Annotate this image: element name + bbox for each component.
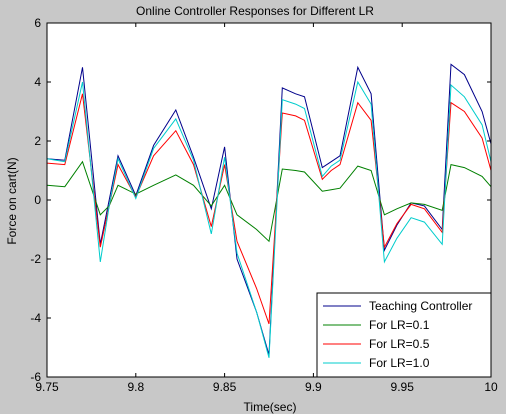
y-tick-label: 2 xyxy=(34,134,41,148)
legend-label-2: For LR=0.1 xyxy=(369,318,430,332)
series-line-2 xyxy=(46,160,492,243)
series-line-3 xyxy=(46,93,492,325)
series-line-4 xyxy=(46,80,492,358)
y-tick-label: -6 xyxy=(30,370,41,384)
ticks-layer: 9.75 9.8 9.85 9.9 9.95 10 -6 -4 -2 0 2 4 6 xyxy=(30,16,498,394)
chart-title: Online Controller Responses for Differen… xyxy=(136,4,374,18)
y-tick-label: -4 xyxy=(30,311,41,325)
legend: Teaching Controller For LR=0.1 For LR=0.5 F… xyxy=(316,292,492,378)
y-tick-label: 0 xyxy=(34,193,41,207)
x-tick-label: 9.95 xyxy=(391,380,415,394)
series-layer xyxy=(46,63,492,358)
legend-label-3: For LR=0.5 xyxy=(369,337,430,351)
y-tick-label: -2 xyxy=(30,252,41,266)
x-tick-label: 9.9 xyxy=(305,380,322,394)
x-tick-label: 9.75 xyxy=(35,380,59,394)
y-tick-label: 4 xyxy=(34,75,41,89)
series-line-1 xyxy=(46,63,492,356)
legend-label-4: For LR=1.0 xyxy=(369,356,430,370)
x-axis-label: Time(sec) xyxy=(244,400,297,414)
x-tick-label: 9.8 xyxy=(127,380,144,394)
y-tick-label: 6 xyxy=(34,16,41,30)
legend-label-1: Teaching Controller xyxy=(369,299,472,313)
y-axis-label: Force on cart(N) xyxy=(5,157,19,244)
x-tick-label: 9.85 xyxy=(213,380,237,394)
x-tick-label: 10 xyxy=(484,380,498,394)
